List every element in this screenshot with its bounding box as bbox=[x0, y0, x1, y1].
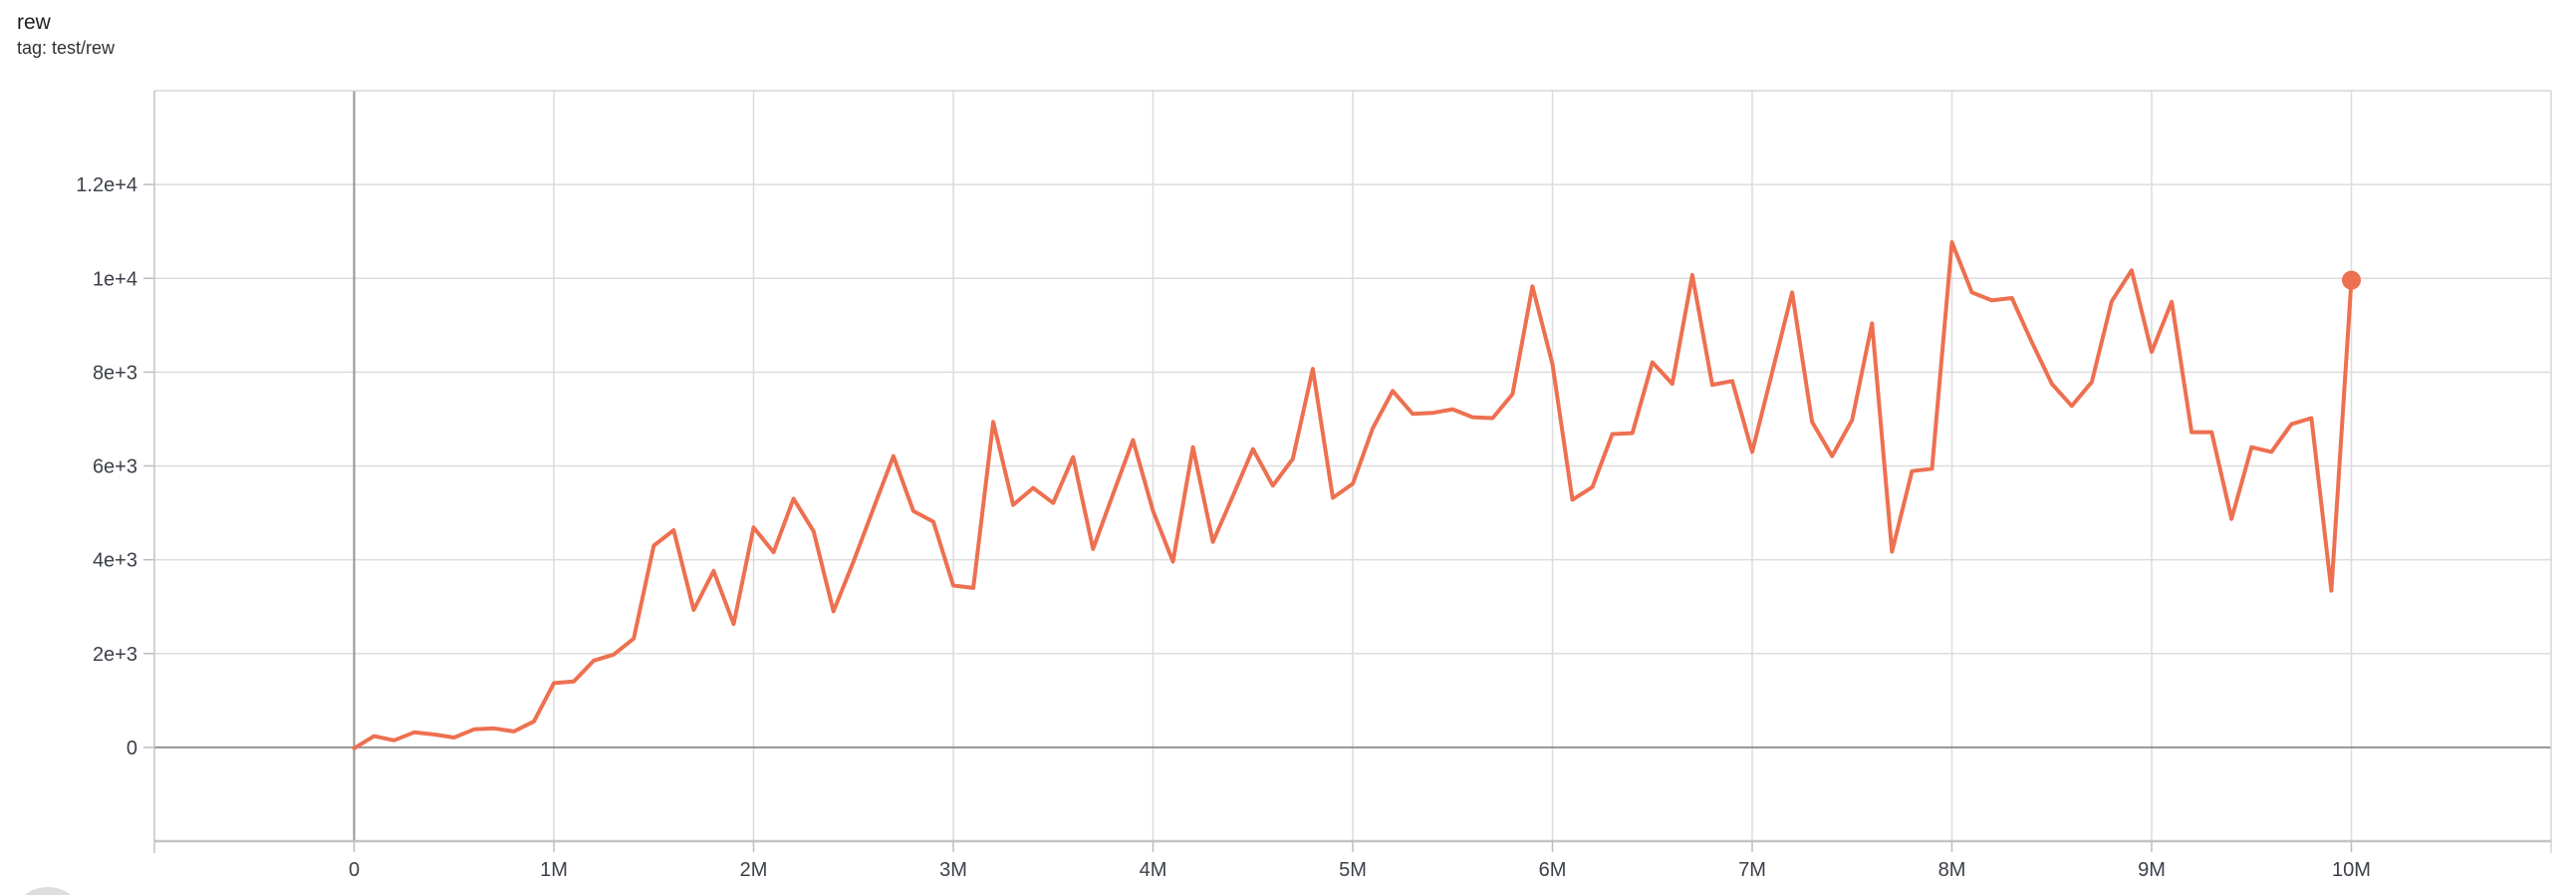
x-tick-label: 1M bbox=[540, 859, 568, 881]
chart-title: rew bbox=[17, 11, 51, 34]
y-tick-label: 6e+3 bbox=[93, 456, 137, 478]
x-tick-label: 8M bbox=[1938, 859, 1966, 881]
x-tick-label: 6M bbox=[1539, 859, 1567, 881]
y-tick-label: 1.2e+4 bbox=[76, 174, 137, 196]
y-tick-label: 8e+3 bbox=[93, 362, 137, 384]
x-tick-label: 4M bbox=[1140, 859, 1167, 881]
x-tick-label: 7M bbox=[1738, 859, 1766, 881]
bottom-left-circle bbox=[10, 887, 86, 895]
x-tick-label: 10M bbox=[2332, 859, 2371, 881]
x-tick-label: 2M bbox=[740, 859, 768, 881]
series-line[interactable] bbox=[352, 240, 2354, 750]
x-tick-label: 0 bbox=[349, 859, 360, 881]
x-tick-label: 9M bbox=[2138, 859, 2166, 881]
y-tick-label: 1e+4 bbox=[93, 268, 137, 290]
card-header: rew tag: test/rew bbox=[17, 10, 115, 59]
x-tick-label: 5M bbox=[1339, 859, 1367, 881]
y-tick-label: 0 bbox=[127, 738, 137, 759]
final-point-marker[interactable] bbox=[2342, 270, 2361, 290]
chart-tag-subtitle: tag: test/rew bbox=[17, 38, 116, 58]
x-tick-label: 3M bbox=[939, 859, 967, 881]
y-tick-label: 2e+3 bbox=[93, 644, 137, 666]
y-tick-label: 4e+3 bbox=[93, 550, 137, 572]
